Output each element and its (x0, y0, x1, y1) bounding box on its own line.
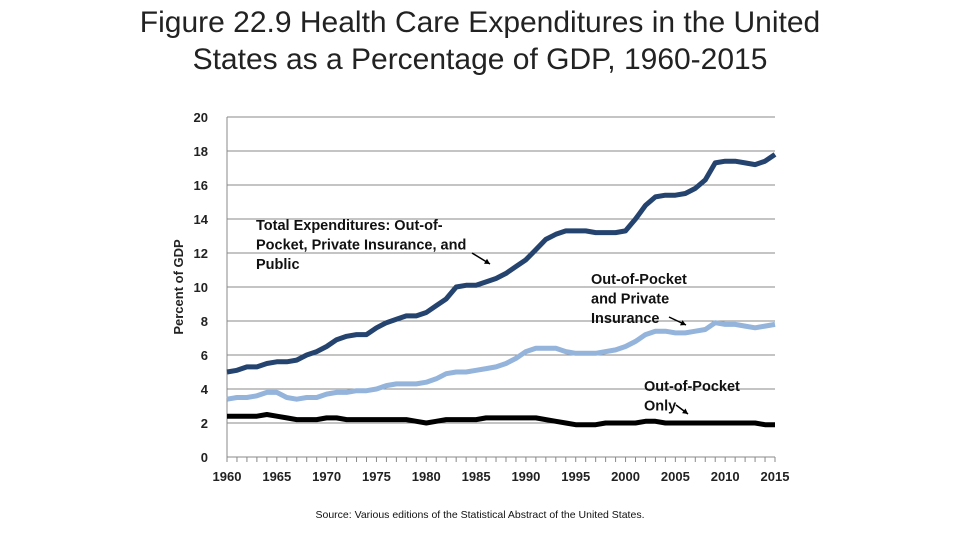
y-tick-label: 14 (194, 212, 209, 227)
x-tick-label: 2010 (711, 469, 740, 484)
x-tick-label: 1990 (511, 469, 540, 484)
annotation-2-line: Out-of-Pocket (591, 272, 687, 288)
annotation-1-line: Pocket, Private Insurance, and (256, 238, 466, 254)
x-tick-label: 1995 (561, 469, 590, 484)
x-tick-label: 1960 (213, 469, 242, 484)
x-tick-label: 2015 (761, 469, 790, 484)
annotation-2-line: and Private (591, 292, 669, 308)
x-tick-label: 1965 (262, 469, 291, 484)
arrowhead (682, 408, 688, 414)
y-tick-label: 20 (194, 110, 208, 125)
y-tick-label: 4 (201, 382, 209, 397)
series-line-2 (226, 320, 776, 402)
x-tick-label: 2000 (611, 469, 640, 484)
arrowhead (484, 258, 490, 264)
x-tick-label: 2005 (661, 469, 690, 484)
title-line-2: States as a Percentage of GDP, 1960-2015 (192, 43, 768, 76)
series-line-1 (226, 152, 777, 375)
x-tick-label: 1980 (412, 469, 441, 484)
y-tick-label: 6 (201, 348, 208, 363)
y-tick-label: 18 (194, 144, 208, 159)
y-tick-label: 16 (194, 178, 208, 193)
y-tick-label: 10 (194, 280, 208, 295)
annotation-3-line: Out-of-Pocket (644, 379, 740, 395)
annotation-1-line: Public (256, 257, 300, 273)
y-tick-label: 2 (201, 416, 208, 431)
annotation-1-line: Total Expenditures: Out-of- (256, 218, 443, 234)
series-line-3 (227, 412, 775, 428)
title-line-1: Figure 22.9 Health Care Expenditures in … (139, 6, 821, 39)
arrowhead (680, 320, 686, 326)
x-tick-label: 1975 (362, 469, 391, 484)
source-note: Source: Various editions of the Statisti… (315, 509, 645, 521)
x-tick-label: 1985 (462, 469, 491, 484)
y-tick-label: 8 (201, 314, 208, 329)
y-tick-label: 0 (201, 450, 208, 465)
annotation-3-line: Only (644, 399, 676, 415)
chart-title: Figure 22.9 Health Care Expenditures in … (0, 4, 960, 78)
x-tick-label: 1970 (312, 469, 341, 484)
annotation-2-line: Insurance (591, 311, 660, 327)
y-tick-label: 12 (194, 246, 208, 261)
y-axis-label: Percent of GDP (171, 239, 186, 335)
